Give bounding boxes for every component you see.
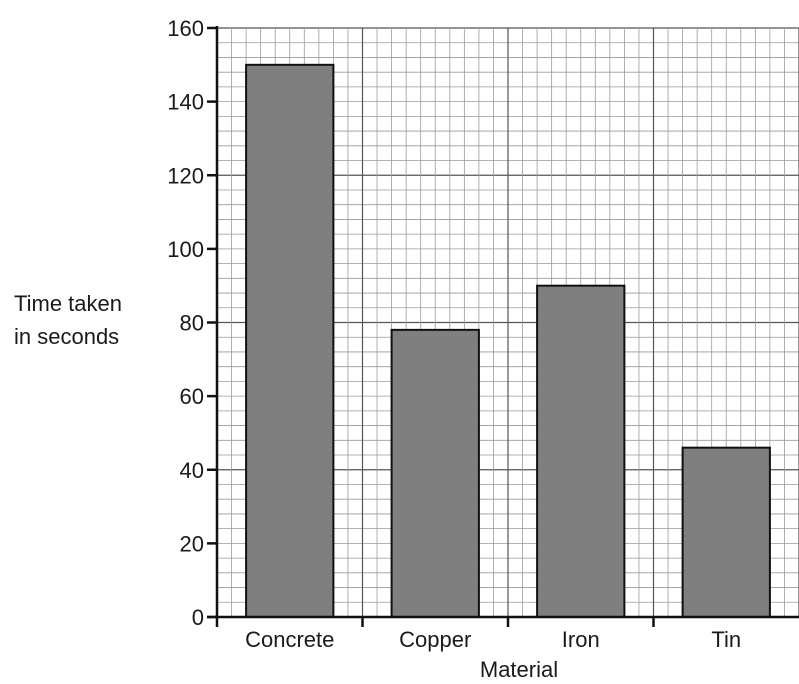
y-tick-label: 140 <box>167 90 204 115</box>
y-tick-label: 40 <box>180 458 204 483</box>
x-tick-label-tin: Tin <box>711 627 741 652</box>
y-tick-label: 120 <box>167 163 204 188</box>
y-axis-title-line-1: Time taken <box>14 291 122 316</box>
bar-concrete <box>245 63 335 618</box>
y-tick-label: 160 <box>167 16 204 41</box>
x-tick-label-iron: Iron <box>562 627 600 652</box>
y-tick-label: 100 <box>167 237 204 262</box>
x-tick-label-copper: Copper <box>399 627 471 652</box>
bars <box>245 63 771 618</box>
bar-iron <box>536 284 626 618</box>
x-tick-labels: Concrete Copper Iron Tin <box>245 617 741 652</box>
y-tick-label: 80 <box>180 311 204 336</box>
bar-tin <box>681 446 771 618</box>
y-axis-title-line-2: in seconds <box>14 324 119 349</box>
y-tick-label: 0 <box>192 605 204 630</box>
axes <box>207 26 799 627</box>
y-tick-label: 20 <box>180 531 204 556</box>
y-tick-labels: 0 20 40 60 80 100 120 140 160 <box>167 16 217 630</box>
y-tick-label: 60 <box>180 384 204 409</box>
x-tick-label-concrete: Concrete <box>245 627 334 652</box>
x-axis-title: Material <box>480 657 558 682</box>
bar-copper <box>390 328 480 618</box>
